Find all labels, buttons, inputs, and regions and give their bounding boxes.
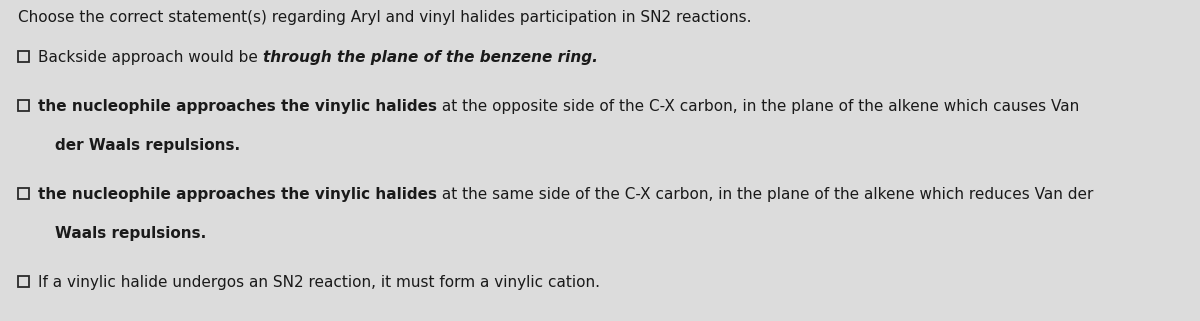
Text: Backside approach would be: Backside approach would be — [38, 50, 263, 65]
Text: at the same side of the C-X carbon, in the plane of the alkene which reduces Van: at the same side of the C-X carbon, in t… — [437, 187, 1093, 202]
Bar — [18, 276, 29, 287]
Bar — [18, 188, 29, 199]
Text: If a vinylic halide undergos an SN2 reaction, it must form a vinylic cation.: If a vinylic halide undergos an SN2 reac… — [38, 275, 600, 290]
Text: through the plane of the benzene ring.: through the plane of the benzene ring. — [263, 50, 598, 65]
Bar — [18, 51, 29, 62]
Text: at the opposite side of the C-X carbon, in the plane of the alkene which causes : at the opposite side of the C-X carbon, … — [437, 99, 1079, 114]
Text: der Waals repulsions.: der Waals repulsions. — [55, 138, 240, 153]
Text: the nucleophile approaches the vinylic halides: the nucleophile approaches the vinylic h… — [38, 99, 437, 114]
Text: Choose the correct statement(s) regarding Aryl and vinyl halides participation i: Choose the correct statement(s) regardin… — [18, 10, 751, 25]
Text: Waals repulsions.: Waals repulsions. — [55, 226, 206, 241]
Bar — [18, 100, 29, 111]
Text: the nucleophile approaches the vinylic halides: the nucleophile approaches the vinylic h… — [38, 187, 437, 202]
